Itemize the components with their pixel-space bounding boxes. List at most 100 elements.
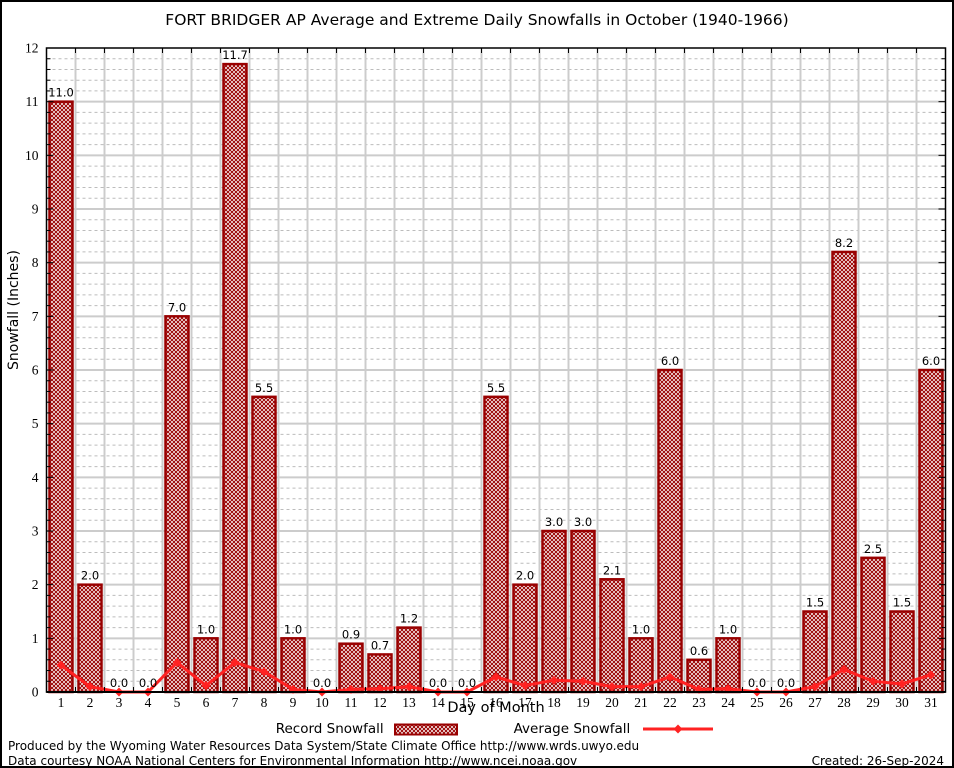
average-marker-day-18 — [549, 675, 559, 685]
bar-day-1 — [48, 100, 74, 694]
bar-day-7 — [222, 62, 248, 694]
bar-day-28 — [831, 250, 857, 694]
x-tick-label-18: 18 — [547, 695, 561, 710]
x-tick-label-19: 19 — [576, 695, 590, 710]
bar-day-22 — [657, 368, 683, 694]
legend-record-label: Record Snowfall — [275, 721, 384, 737]
y-tick-label-11: 11 — [26, 94, 39, 109]
average-marker-day-21 — [636, 682, 646, 692]
bar-label-day-16: 5.5 — [487, 381, 505, 395]
average-marker-day-7 — [230, 657, 240, 667]
x-tick-label-13: 13 — [402, 695, 416, 710]
bar-label-day-29: 2.5 — [864, 542, 882, 556]
bar-label-day-15: 0.0 — [458, 676, 476, 690]
average-marker-day-30 — [897, 679, 907, 689]
bar-label-day-26: 0.0 — [777, 676, 795, 690]
x-tick-label-1: 1 — [58, 695, 65, 710]
x-tick-label-30: 30 — [895, 695, 909, 710]
x-tick-label-8: 8 — [261, 695, 268, 710]
bar-label-day-5: 7.0 — [168, 300, 186, 314]
x-tick-label-25: 25 — [750, 695, 764, 710]
bar-label-day-6: 1.0 — [197, 622, 215, 636]
x-tick-label-12: 12 — [373, 695, 387, 710]
x-tick-label-24: 24 — [721, 695, 735, 710]
average-marker-day-20 — [607, 682, 617, 692]
y-tick-label-1: 1 — [32, 631, 39, 646]
average-marker-day-28 — [839, 664, 849, 674]
bar-day-20 — [599, 578, 625, 694]
x-tick-label-28: 28 — [837, 695, 851, 710]
bar-label-day-18: 3.0 — [545, 515, 563, 529]
bar-label-day-7: 11.7 — [222, 48, 248, 62]
bar-label-day-14: 0.0 — [429, 676, 447, 690]
bar-label-day-23: 0.6 — [690, 644, 708, 658]
y-tick-label-0: 0 — [32, 685, 39, 700]
average-marker-day-6 — [201, 681, 211, 691]
x-tick-label-14: 14 — [431, 695, 445, 710]
bar-day-19 — [570, 529, 596, 694]
x-tick-label-27: 27 — [808, 695, 822, 710]
average-marker-day-13 — [404, 682, 414, 692]
bar-label-day-24: 1.0 — [719, 622, 737, 636]
x-tick-label-15: 15 — [460, 695, 474, 710]
average-marker-day-5 — [172, 657, 182, 667]
y-tick-label-4: 4 — [32, 470, 39, 485]
x-axis-title: Day of Month — [447, 700, 545, 716]
x-tick-label-20: 20 — [605, 695, 619, 710]
y-tick-label-8: 8 — [32, 255, 39, 270]
y-tick-label-2: 2 — [32, 577, 39, 592]
average-marker-day-1 — [56, 660, 66, 670]
x-tick-label-17: 17 — [518, 695, 532, 710]
average-marker-day-22 — [665, 672, 675, 682]
y-tick-label-12: 12 — [25, 41, 39, 56]
bar-label-day-30: 1.5 — [893, 596, 911, 610]
x-tick-label-23: 23 — [692, 695, 706, 710]
bar-label-day-17: 2.0 — [516, 569, 534, 583]
average-marker-day-2 — [85, 682, 95, 692]
average-marker-day-31 — [926, 670, 936, 680]
bar-label-day-31: 6.0 — [922, 354, 940, 368]
y-tick-label-7: 7 — [32, 309, 39, 324]
bar-label-day-27: 1.5 — [806, 596, 824, 610]
average-marker-day-16 — [491, 672, 501, 682]
x-tick-label-3: 3 — [116, 695, 123, 710]
bar-label-day-4: 0.0 — [139, 676, 157, 690]
bar-label-day-12: 0.7 — [371, 638, 389, 652]
x-tick-label-5: 5 — [174, 695, 181, 710]
bar-label-day-1: 11.0 — [48, 86, 74, 100]
bar-day-24 — [715, 637, 741, 694]
average-marker-day-29 — [868, 676, 878, 686]
x-tick-label-11: 11 — [345, 695, 358, 710]
created-date: Created: 26-Sep-2024 — [811, 754, 944, 768]
average-marker-day-27 — [810, 682, 820, 692]
x-tick-label-26: 26 — [779, 695, 793, 710]
record-snowfall-bars — [48, 62, 944, 694]
bar-label-day-2: 2.0 — [81, 569, 99, 583]
bar-label-day-11: 0.9 — [342, 628, 360, 642]
bar-label-day-20: 2.1 — [603, 563, 621, 577]
x-tick-label-22: 22 — [663, 695, 677, 710]
bar-day-2 — [77, 583, 103, 694]
x-tick-label-7: 7 — [232, 695, 239, 710]
y-tick-label-6: 6 — [32, 363, 39, 378]
bar-label-day-22: 6.0 — [661, 354, 679, 368]
bar-label-day-25: 0.0 — [748, 676, 766, 690]
bar-day-27 — [802, 610, 828, 694]
x-tick-label-29: 29 — [866, 695, 880, 710]
x-tick-label-16: 16 — [489, 695, 503, 710]
bar-day-8 — [251, 395, 277, 694]
bar-label-day-19: 3.0 — [574, 515, 592, 529]
bar-label-day-13: 1.2 — [400, 612, 418, 626]
y-tick-label-9: 9 — [32, 202, 39, 217]
bar-label-day-28: 8.2 — [835, 236, 853, 250]
x-tick-label-9: 9 — [290, 695, 297, 710]
average-marker-day-17 — [520, 681, 530, 691]
bar-label-day-9: 1.0 — [284, 622, 302, 636]
x-tick-label-21: 21 — [634, 695, 648, 710]
x-tick-label-10: 10 — [315, 695, 329, 710]
x-tick-label-4: 4 — [145, 695, 152, 710]
average-marker-day-8 — [259, 667, 269, 677]
